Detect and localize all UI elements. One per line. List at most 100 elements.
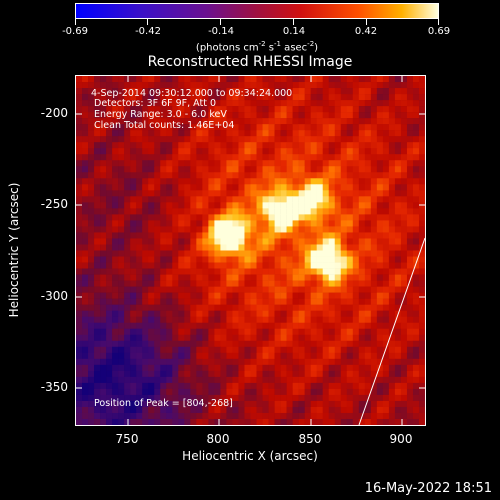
heatmap-cell xyxy=(274,256,281,263)
heatmap-cell xyxy=(274,316,281,324)
heatmap-cell xyxy=(106,400,113,408)
heatmap-cell xyxy=(136,310,143,317)
heatmap-cell xyxy=(196,394,203,402)
heatmap-cell xyxy=(106,406,113,414)
heatmap-cell xyxy=(136,208,143,215)
heatmap-cell xyxy=(394,232,402,239)
heatmap-cell xyxy=(148,310,155,317)
heatmap-cell xyxy=(160,208,167,215)
heatmap-cell xyxy=(304,76,311,83)
heatmap-cell xyxy=(238,244,245,251)
heatmap-cell xyxy=(292,184,299,191)
heatmap-cell xyxy=(418,262,425,269)
heatmap-cell xyxy=(202,292,209,299)
heatmap-cell xyxy=(388,76,396,83)
heatmap-cell xyxy=(304,280,311,287)
heatmap-cell xyxy=(334,154,342,161)
heatmap-cell xyxy=(190,394,197,402)
heatmap-cell xyxy=(226,100,233,107)
heatmap-cell xyxy=(220,232,227,239)
heatmap-cell xyxy=(262,232,269,239)
heatmap-cell xyxy=(196,130,203,137)
heatmap-cell xyxy=(376,412,384,420)
heatmap-cell xyxy=(118,202,125,209)
heatmap-cell xyxy=(388,394,396,402)
heatmap-cell xyxy=(184,310,191,317)
heatmap-cell xyxy=(118,292,125,299)
heatmap-cell xyxy=(130,346,137,354)
heatmap-cell xyxy=(310,418,317,425)
heatmap-cell xyxy=(184,160,191,167)
heatmap-cell xyxy=(154,226,161,233)
heatmap-cell xyxy=(142,316,149,324)
heatmap-cell xyxy=(334,178,342,185)
heatmap-cell xyxy=(88,382,95,390)
heatmap-cell xyxy=(148,316,155,324)
heatmap-cell xyxy=(172,190,179,197)
heatmap-cell xyxy=(112,412,119,420)
image-plot[interactable]: 4-Sep-2014 09:30:12.000 to 09:34:24.000 … xyxy=(75,75,426,426)
heatmap-cell xyxy=(310,160,317,167)
heatmap-cell xyxy=(268,250,275,257)
heatmap-cell xyxy=(412,172,420,179)
heatmap-cell xyxy=(130,310,137,317)
heatmap-cell xyxy=(322,346,330,354)
heatmap-cell xyxy=(220,352,227,360)
heatmap-cell xyxy=(268,124,275,131)
heatmap-cell xyxy=(226,388,233,396)
heatmap-cell xyxy=(286,400,293,408)
heatmap-cell xyxy=(322,148,330,155)
heatmap-cell xyxy=(112,388,119,396)
heatmap-cell xyxy=(316,166,324,173)
heatmap-cell xyxy=(214,262,221,269)
heatmap-cell xyxy=(382,256,390,263)
heatmap-cell xyxy=(244,238,251,245)
heatmap-cell xyxy=(412,418,420,425)
heatmap-cell xyxy=(202,226,209,233)
heatmap-cell xyxy=(208,76,215,83)
heatmap-cell xyxy=(220,82,227,89)
heatmap-cell xyxy=(112,334,119,342)
heatmap-cell xyxy=(118,220,125,227)
heatmap-cell xyxy=(262,190,269,197)
heatmap-cell xyxy=(238,328,245,336)
heatmap-cell xyxy=(178,400,185,408)
heatmap-cell xyxy=(280,154,287,161)
heatmap-cell xyxy=(388,364,396,372)
heatmap-cell xyxy=(160,334,167,342)
heatmap-cell xyxy=(160,124,167,131)
heatmap-cell xyxy=(154,262,161,269)
heatmap-cell xyxy=(412,214,420,221)
heatmap-cell xyxy=(82,160,89,167)
heatmap-cell xyxy=(106,226,113,233)
heatmap-cell xyxy=(196,178,203,185)
heatmap-cell xyxy=(232,88,239,95)
heatmap-cell xyxy=(400,118,408,125)
heatmap-cell xyxy=(238,382,245,390)
heatmap-cell xyxy=(148,262,155,269)
heatmap-cell xyxy=(214,82,221,89)
heatmap-cell xyxy=(262,244,269,251)
heatmap-cell xyxy=(184,190,191,197)
heatmap-cell xyxy=(196,412,203,420)
heatmap-cell xyxy=(280,346,287,354)
heatmap-cell xyxy=(340,334,348,342)
heatmap-cell xyxy=(76,250,83,257)
colorbar-tick xyxy=(438,19,439,25)
heatmap-cell xyxy=(268,322,275,330)
heatmap-cell xyxy=(406,112,414,119)
heatmap-cell xyxy=(292,154,299,161)
heatmap-cell xyxy=(412,244,420,251)
heatmap-cell xyxy=(262,76,269,83)
heatmap-cell xyxy=(166,160,173,167)
heatmap-cell xyxy=(208,94,215,101)
heatmap-cell xyxy=(196,154,203,161)
heatmap-cell xyxy=(178,340,185,348)
heatmap-cell xyxy=(148,382,155,390)
heatmap-cell xyxy=(88,190,95,197)
heatmap-cell xyxy=(154,418,161,425)
heatmap-cell xyxy=(124,94,131,101)
heatmap-cell xyxy=(304,124,311,131)
heatmap-cell xyxy=(298,388,305,396)
heatmap-cell xyxy=(118,196,125,203)
